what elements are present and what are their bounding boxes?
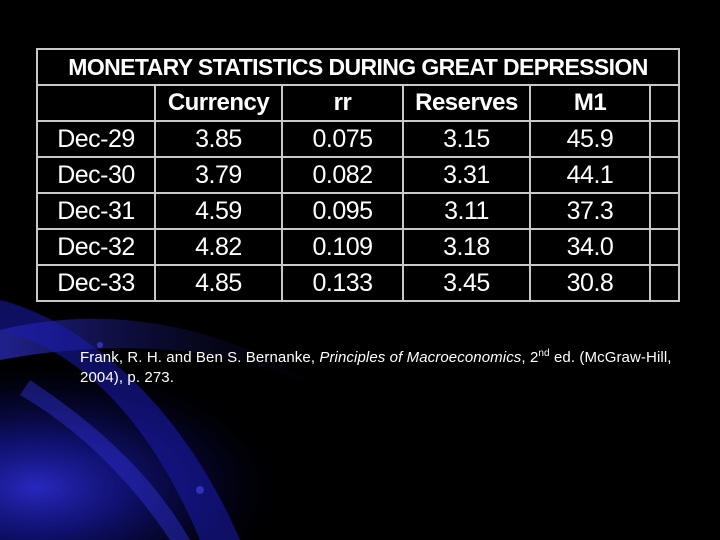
table-cell: 4.85 [154, 264, 283, 302]
table-title: MONETARY STATISTICS DURING GREAT DEPRESS… [35, 48, 681, 86]
row-date-cell: Dec-33 [36, 264, 156, 302]
table-cell: 3.11 [402, 192, 531, 230]
monetary-statistics-table: MONETARY STATISTICS DURING GREAT DEPRESS… [35, 48, 681, 302]
table-row: Dec-31 4.59 0.095 3.11 37.3 [36, 192, 681, 230]
source-citation: Frank, R. H. and Ben S. Bernanke, Princi… [80, 348, 700, 388]
row-date-cell: Dec-31 [36, 192, 156, 230]
column-header: Currency [154, 84, 283, 122]
table-title-row: MONETARY STATISTICS DURING GREAT DEPRESS… [35, 48, 681, 86]
row-date-cell: Dec-29 [36, 120, 156, 158]
citation-edition-suffix: nd [538, 348, 550, 359]
table-cell [648, 120, 681, 158]
table-cell: 3.79 [154, 156, 283, 194]
table-cell: 4.59 [154, 192, 283, 230]
table-header-row: Currency rr Reserves M1 [36, 84, 681, 122]
decor-dot-1 [97, 342, 103, 348]
table-row: Dec-33 4.85 0.133 3.45 30.8 [36, 264, 681, 302]
table-row: Dec-29 3.85 0.075 3.15 45.9 [36, 120, 681, 158]
row-date-cell: Dec-30 [36, 156, 156, 194]
column-header: M1 [529, 84, 651, 122]
table-cell [648, 228, 681, 266]
table-cell [648, 156, 681, 194]
table-cell [648, 264, 681, 302]
table-cell: 0.109 [281, 228, 404, 266]
table-cell: 0.075 [281, 120, 404, 158]
row-date-cell: Dec-32 [36, 228, 156, 266]
table-row: Dec-30 3.79 0.082 3.31 44.1 [36, 156, 681, 194]
table-cell: 37.3 [529, 192, 651, 230]
table-body: MONETARY STATISTICS DURING GREAT DEPRESS… [35, 48, 681, 302]
table-cell [648, 192, 681, 230]
table-cell: 34.0 [529, 228, 651, 266]
column-header [648, 84, 681, 122]
table-row: Dec-32 4.82 0.109 3.18 34.0 [36, 228, 681, 266]
table-cell: 0.095 [281, 192, 404, 230]
citation-publisher: ed. (McGraw-Hill, 2004), p. 273. [80, 349, 672, 386]
table-cell: 3.85 [154, 120, 283, 158]
table-cell: 3.31 [402, 156, 531, 194]
table-cell: 4.82 [154, 228, 283, 266]
citation-edition: , 2 [521, 349, 539, 366]
citation-book-title: Principles of Macroeconomics [319, 349, 522, 366]
table-cell: 0.082 [281, 156, 404, 194]
decor-dot-2 [196, 486, 204, 494]
table-cell: 3.15 [402, 120, 531, 158]
table-cell: 30.8 [529, 264, 651, 302]
table-cell: 44.1 [529, 156, 651, 194]
column-header: Reserves [402, 84, 531, 122]
monetary-statistics-table-container: MONETARY STATISTICS DURING GREAT DEPRESS… [35, 48, 681, 302]
column-header [36, 84, 156, 122]
table-cell: 45.9 [529, 120, 651, 158]
table-cell: 3.45 [402, 264, 531, 302]
table-cell: 0.133 [281, 264, 404, 302]
citation-authors: Frank, R. H. and Ben S. Bernanke, [80, 349, 320, 366]
column-header: rr [281, 84, 404, 122]
table-cell: 3.18 [402, 228, 531, 266]
